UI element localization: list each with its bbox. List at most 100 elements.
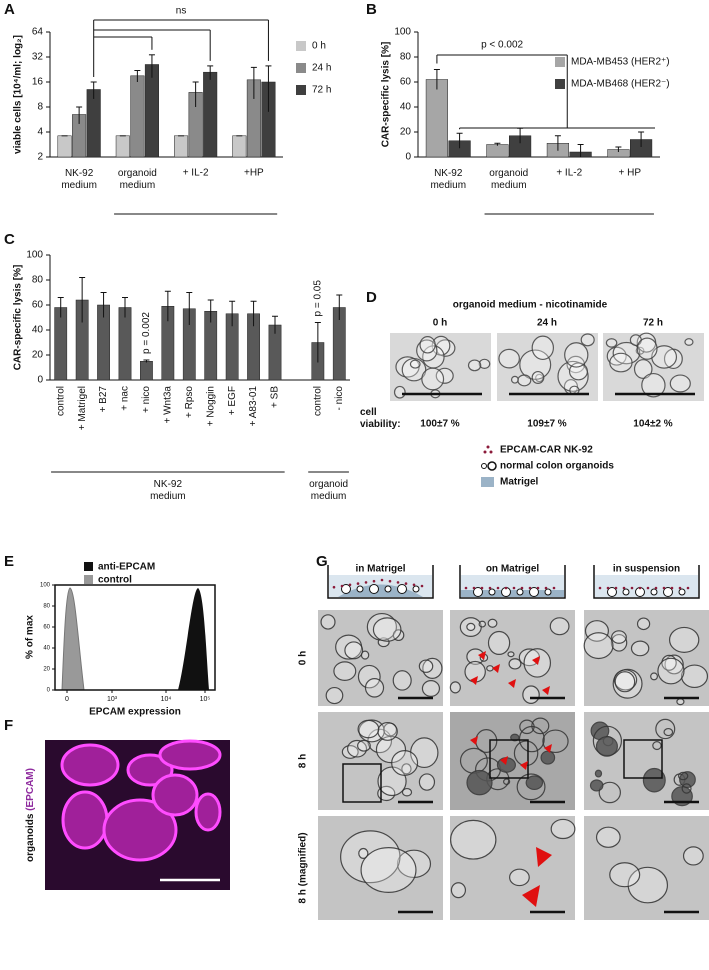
error-bar [79,277,86,323]
micrograph [584,816,709,920]
organoid [466,622,476,632]
organoid [627,866,669,904]
x-tick-label: + EGF [227,386,238,415]
micrograph [603,332,704,401]
organoid-fluorescence [151,773,199,817]
organoid [611,630,627,644]
organoid-fluorescence [158,739,222,771]
image-label: organoids (EPCAM) [25,768,36,862]
panel-letter: A [4,1,15,18]
organoid [507,651,515,658]
legend-dot [483,450,487,454]
nk-dot [340,584,344,588]
organoid [393,385,406,399]
organoid [401,787,413,797]
nk-dot [536,586,540,590]
annotation: p < 0.002 [481,40,523,51]
x-tick-label: 10⁴ [161,696,172,703]
error-bar [554,135,561,151]
error-bar [76,106,83,124]
arrowhead [478,651,486,660]
organoid-fluorescence [61,790,109,850]
well [459,565,566,599]
organoid [364,678,385,698]
y-tick-label: 80 [32,275,44,286]
organoid [531,370,545,385]
micrograph [584,712,709,810]
organoid [325,686,344,705]
organoid [418,773,436,791]
organoid [540,750,556,765]
x-tick-label: + Noggin [205,386,216,426]
zoom-box [489,739,529,779]
histogram-epcam [178,588,209,690]
organoid [609,862,641,888]
legend-ring [487,461,497,471]
error-bar [577,144,584,157]
bar [118,307,132,381]
legend-dot [486,445,490,449]
organoid-icon [384,585,392,593]
organoid [595,736,618,757]
error-bar [615,146,622,152]
organoid-icon [678,588,686,596]
x-tick-label: + IL-2 [556,168,582,179]
organoid [598,781,621,804]
organoid [522,685,540,704]
x-tick-label: + IL-2 [183,168,209,179]
zoom-box [623,739,663,779]
organoid [679,771,696,789]
nk-dot [512,586,516,590]
legend-swatch [481,477,494,487]
legend-label: MDA-MB468 (HER2⁻) [571,79,670,90]
organoid [669,374,691,393]
condition-label: on Matrigel [486,564,540,575]
x-tick-label: NK-92 medium [430,168,466,191]
nk-dot [504,586,508,590]
error-bar [148,54,155,78]
legend-swatch [296,63,306,73]
arrowhead [508,679,516,688]
error-bar [207,299,214,323]
arrowhead [492,664,500,673]
viability-value: 104±2 % [633,419,673,430]
error-bar [433,69,440,90]
legend-label: normal colon organoids [500,461,614,472]
nk-dot [598,586,602,590]
organoid [357,719,380,739]
nk-dot [404,582,408,585]
nk-dot [380,578,384,582]
y-tick-label: 64 [32,27,44,38]
x-tick-label: + Wnt3a [162,386,173,424]
y-tick-label: 40 [43,646,50,652]
organoid [542,729,569,754]
organoid [531,717,550,735]
histogram-control [61,587,85,691]
organoid [392,670,412,691]
bar [130,75,145,158]
error-bar [57,297,64,318]
error-bar [456,132,463,149]
organoid [681,783,692,794]
organoid [589,779,604,792]
x-tick-label: control [312,386,323,416]
error-bar [336,294,343,320]
legend-dot [489,450,493,454]
organoid [467,359,482,372]
organoid [682,846,704,866]
organoid [478,620,487,628]
y-tick-label: 0 [37,375,43,386]
micrograph [497,333,598,401]
organoid [509,868,530,887]
y-tick-label: 100 [40,583,51,589]
nk-dot [420,584,424,588]
error-bar [192,81,199,107]
legend-label: anti-EPCAM [98,562,155,573]
error-bar [207,65,214,80]
error-bar [134,70,141,82]
image-bg [318,816,443,920]
bar [144,64,159,158]
arrowhead [522,885,540,907]
y-tick-label: 0 [405,152,411,163]
organoid-fluorescence [60,743,120,787]
